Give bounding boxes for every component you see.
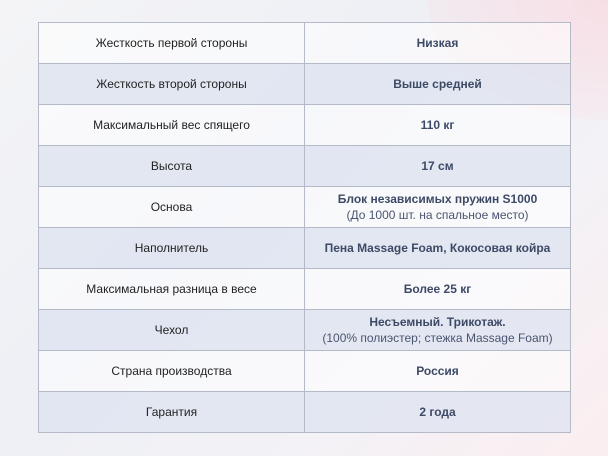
spec-value-cell: Пена Massage Foam, Кокосовая койра bbox=[304, 227, 571, 269]
spec-value-note: (До 1000 шт. на спальное место) bbox=[346, 208, 529, 222]
spec-value: Блок независимых пружин S1000 bbox=[337, 192, 538, 206]
spec-value: Выше средней bbox=[393, 77, 482, 91]
spec-value: 2 года bbox=[419, 405, 456, 419]
spec-value-cell: 17 см bbox=[304, 145, 571, 187]
spec-value-cell: Несъемный. Трикотаж. (100% полиэстер; сте… bbox=[304, 309, 571, 351]
table-row: Страна производства Россия bbox=[38, 350, 571, 392]
spec-label: Чехол bbox=[38, 309, 305, 351]
spec-label: Жесткость первой стороны bbox=[38, 22, 305, 64]
spec-value: Россия bbox=[416, 364, 459, 378]
spec-value-cell: Россия bbox=[304, 350, 571, 392]
spec-value-cell: 2 года bbox=[304, 391, 571, 433]
table-row: Максимальная разница в весе Более 25 кг bbox=[38, 268, 571, 310]
table-row: Высота 17 см bbox=[38, 145, 571, 187]
spec-value: Более 25 кг bbox=[403, 282, 472, 296]
table-row: Гарантия 2 года bbox=[38, 391, 571, 433]
spec-value: 17 см bbox=[421, 159, 454, 173]
spec-value-cell: Выше средней bbox=[304, 63, 571, 105]
spec-label: Максимальный вес спящего bbox=[38, 104, 305, 146]
spec-value-cell: Низкая bbox=[304, 22, 571, 64]
spec-value: 110 кг bbox=[420, 118, 455, 132]
specs-table: Жесткость первой стороны Низкая Жесткость … bbox=[38, 22, 571, 433]
table-row: Жесткость второй стороны Выше средней bbox=[38, 63, 571, 105]
spec-label: Максимальная разница в весе bbox=[38, 268, 305, 310]
spec-value: Несъемный. Трикотаж. bbox=[369, 315, 506, 329]
spec-value-note: (100% полиэстер; стежка Massage Foam) bbox=[322, 331, 553, 345]
spec-value: Низкая bbox=[416, 36, 459, 50]
spec-value: Пена Massage Foam, Кокосовая койра bbox=[324, 241, 551, 255]
spec-label: Высота bbox=[38, 145, 305, 187]
spec-label: Наполнитель bbox=[38, 227, 305, 269]
table-row: Максимальный вес спящего 110 кг bbox=[38, 104, 571, 146]
spec-label: Гарантия bbox=[38, 391, 305, 433]
table-row: Наполнитель Пена Massage Foam, Кокосовая … bbox=[38, 227, 571, 269]
spec-value-cell: Более 25 кг bbox=[304, 268, 571, 310]
table-row: Основа Блок независимых пружин S1000 (До 1… bbox=[38, 186, 571, 228]
spec-label: Страна производства bbox=[38, 350, 305, 392]
spec-label: Основа bbox=[38, 186, 305, 228]
table-row: Чехол Несъемный. Трикотаж. (100% полиэстер… bbox=[38, 309, 571, 351]
spec-label: Жесткость второй стороны bbox=[38, 63, 305, 105]
table-row: Жесткость первой стороны Низкая bbox=[38, 22, 571, 64]
spec-value-cell: Блок независимых пружин S1000 (До 1000 шт… bbox=[304, 186, 571, 228]
spec-value-cell: 110 кг bbox=[304, 104, 571, 146]
